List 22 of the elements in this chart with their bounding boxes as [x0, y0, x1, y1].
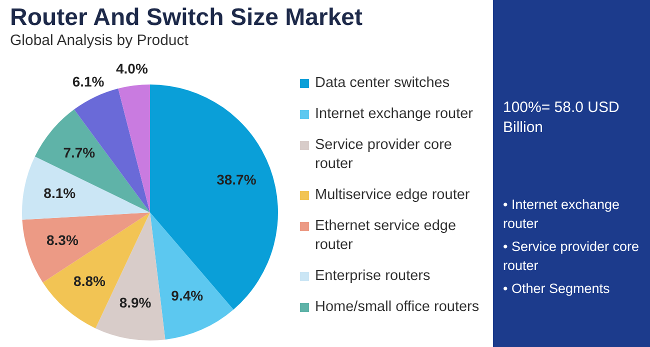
data-label: 8.1%	[44, 185, 76, 202]
legend-label: Home/small office routers	[315, 298, 480, 317]
data-label: 8.8%	[74, 272, 106, 289]
legend-label: Service provider core router	[315, 136, 453, 174]
data-label: 8.9%	[119, 294, 152, 310]
text: • Internet exchange router	[503, 196, 621, 233]
data-label: 7.7%	[63, 144, 96, 160]
text: • Other Segments	[503, 280, 611, 298]
data-label: 8.3%	[46, 232, 79, 248]
legend-label: Data center switches	[315, 74, 450, 93]
data-label: 9.4%	[171, 288, 204, 304]
text: • Service provider core router	[503, 238, 640, 275]
legend-label: Ethernet service edge router	[315, 217, 458, 255]
legend-label: Enterprise routers	[315, 267, 430, 286]
data-label: 6.1%	[72, 73, 105, 90]
legend-label: Internet exchange router	[315, 105, 473, 124]
chart-title: Router And Switch Size Market	[10, 4, 362, 32]
data-label: 4.0%	[116, 60, 148, 76]
text: 100%= 58.0 USD Billion	[503, 98, 620, 138]
legend-label: Multiservice edge router	[315, 186, 470, 205]
chart-subtitle: Global Analysis by Product	[10, 32, 188, 49]
data-label: 38.7%	[216, 171, 257, 188]
